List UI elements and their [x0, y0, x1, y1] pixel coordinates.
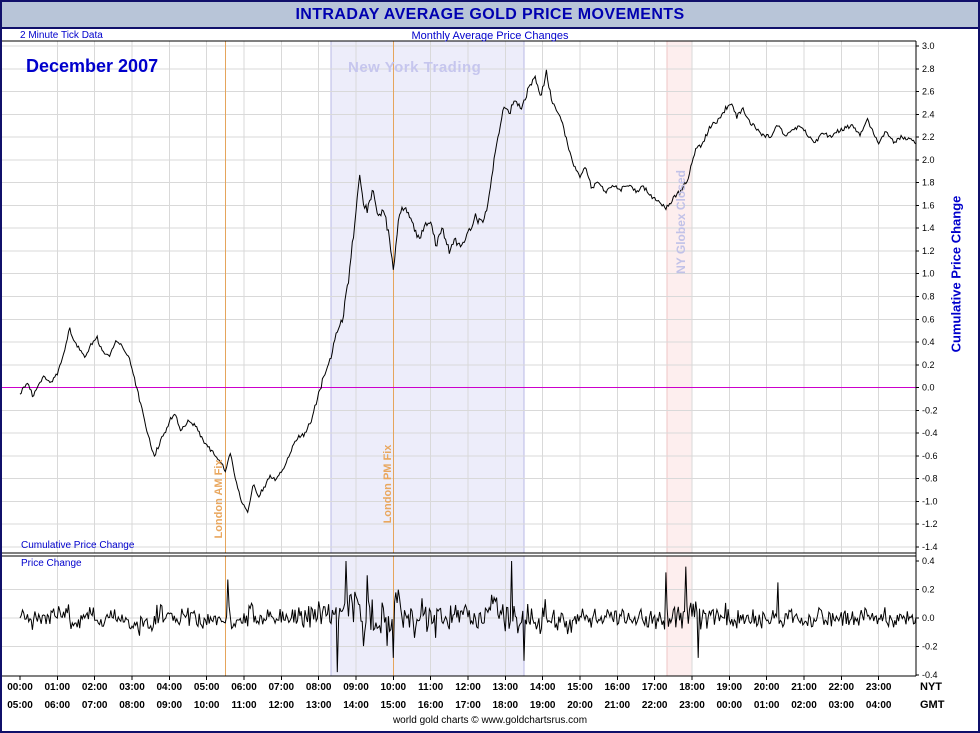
svg-text:0.0: 0.0	[922, 383, 935, 393]
credit-line: world gold charts © www.goldchartsrus.co…	[392, 715, 588, 726]
svg-text:00:00: 00:00	[717, 700, 743, 711]
ny-trading-session-label: New York Trading	[348, 59, 482, 76]
svg-text:18:00: 18:00	[679, 682, 705, 693]
svg-text:12:00: 12:00	[269, 700, 295, 711]
svg-text:14:00: 14:00	[530, 682, 556, 693]
cumulative-series-line	[19, 69, 916, 514]
chart-subtitle: Monthly Average Price Changes	[411, 30, 569, 42]
svg-text:12:00: 12:00	[455, 682, 481, 693]
svg-text:08:00: 08:00	[306, 682, 332, 693]
svg-text:-1.0: -1.0	[922, 497, 938, 507]
svg-text:23:00: 23:00	[866, 682, 892, 693]
svg-text:13:00: 13:00	[306, 700, 332, 711]
svg-text:02:00: 02:00	[82, 682, 108, 693]
chart-title-bar: INTRADAY AVERAGE GOLD PRICE MOVEMENTS	[2, 2, 978, 29]
svg-text:09:00: 09:00	[343, 682, 369, 693]
svg-text:05:00: 05:00	[7, 700, 33, 711]
svg-text:09:00: 09:00	[157, 700, 183, 711]
svg-text:07:00: 07:00	[82, 700, 108, 711]
svg-text:22:00: 22:00	[829, 682, 855, 693]
svg-text:05:00: 05:00	[194, 682, 220, 693]
svg-text:21:00: 21:00	[791, 682, 817, 693]
svg-text:1.6: 1.6	[922, 200, 935, 210]
tick-data-label: 2 Minute Tick Data	[20, 30, 103, 41]
price-change-series-line	[19, 560, 916, 673]
svg-text:04:00: 04:00	[866, 700, 892, 711]
london-pm-fix-label: London PM Fix	[382, 444, 394, 524]
svg-text:20:00: 20:00	[567, 700, 593, 711]
svg-text:02:00: 02:00	[791, 700, 817, 711]
svg-text:2.8: 2.8	[922, 64, 935, 74]
svg-text:22:00: 22:00	[642, 700, 668, 711]
svg-text:18:00: 18:00	[493, 700, 519, 711]
svg-text:01:00: 01:00	[754, 700, 780, 711]
svg-text:1.0: 1.0	[922, 269, 935, 279]
svg-text:06:00: 06:00	[45, 700, 71, 711]
gmt-axis-label: GMT	[920, 699, 945, 711]
svg-text:0.0: 0.0	[922, 613, 935, 623]
globex-closed-label: NY Globex Closed	[674, 170, 688, 274]
svg-text:19:00: 19:00	[717, 682, 743, 693]
svg-text:1.4: 1.4	[922, 223, 935, 233]
svg-text:-0.8: -0.8	[922, 474, 938, 484]
svg-text:07:00: 07:00	[269, 682, 295, 693]
svg-text:21:00: 21:00	[605, 700, 631, 711]
svg-text:2.6: 2.6	[922, 87, 935, 97]
svg-text:2.4: 2.4	[922, 109, 935, 119]
svg-text:23:00: 23:00	[679, 700, 705, 711]
month-label: December 2007	[26, 56, 159, 76]
svg-text:10:00: 10:00	[381, 682, 407, 693]
axis-ticks-and-labels: 3.0 2.8 2.6 2.4 2.2 2.0 1.8 1.6 1.4 1.2 1.0 0.8 0.6 0…	[7, 41, 937, 711]
svg-text:-0.2: -0.2	[922, 405, 938, 415]
svg-text:03:00: 03:00	[829, 700, 855, 711]
london-am-fix-label: London AM Fix	[213, 459, 225, 539]
svg-text:01:00: 01:00	[45, 682, 71, 693]
svg-text:06:00: 06:00	[231, 682, 257, 693]
svg-text:2.2: 2.2	[922, 132, 935, 142]
svg-text:1.8: 1.8	[922, 178, 935, 188]
svg-text:03:00: 03:00	[119, 682, 145, 693]
svg-text:15:00: 15:00	[381, 700, 407, 711]
svg-text:17:00: 17:00	[455, 700, 481, 711]
svg-text:00:00: 00:00	[7, 682, 33, 693]
svg-text:08:00: 08:00	[119, 700, 145, 711]
svg-text:-0.4: -0.4	[922, 670, 938, 680]
svg-text:0.2: 0.2	[922, 585, 935, 595]
cumulative-panel-label: Cumulative Price Change	[21, 540, 135, 551]
svg-text:20:00: 20:00	[754, 682, 780, 693]
london-fix-lines	[224, 41, 394, 676]
svg-text:2.0: 2.0	[922, 155, 935, 165]
svg-text:15:00: 15:00	[567, 682, 593, 693]
cumulative-axis-title: Cumulative Price Change	[948, 195, 964, 353]
panel-frames	[2, 40, 917, 677]
svg-text:3.0: 3.0	[922, 41, 935, 51]
svg-text:-0.6: -0.6	[922, 451, 938, 461]
svg-text:0.8: 0.8	[922, 292, 935, 302]
svg-text:0.2: 0.2	[922, 360, 935, 370]
svg-text:1.2: 1.2	[922, 246, 935, 256]
svg-text:10:00: 10:00	[194, 700, 220, 711]
svg-text:0.6: 0.6	[922, 314, 935, 324]
price-change-panel-label: Price Change	[21, 558, 82, 569]
svg-text:-0.4: -0.4	[922, 428, 938, 438]
page-title: INTRADAY AVERAGE GOLD PRICE MOVEMENTS	[295, 5, 685, 23]
svg-text:0.4: 0.4	[922, 556, 935, 566]
svg-text:17:00: 17:00	[642, 682, 668, 693]
svg-text:14:00: 14:00	[343, 700, 369, 711]
svg-text:11:00: 11:00	[418, 682, 443, 693]
svg-text:-0.2: -0.2	[922, 642, 938, 652]
svg-text:16:00: 16:00	[605, 682, 631, 693]
svg-text:-1.4: -1.4	[922, 542, 938, 552]
gridlines	[2, 41, 916, 676]
svg-text:04:00: 04:00	[157, 682, 183, 693]
svg-text:11:00: 11:00	[231, 700, 256, 711]
svg-text:16:00: 16:00	[418, 700, 444, 711]
svg-text:-1.2: -1.2	[922, 519, 938, 529]
svg-text:13:00: 13:00	[493, 682, 519, 693]
svg-text:0.4: 0.4	[922, 337, 935, 347]
svg-text:19:00: 19:00	[530, 700, 556, 711]
nyt-axis-label: NYT	[920, 681, 942, 693]
